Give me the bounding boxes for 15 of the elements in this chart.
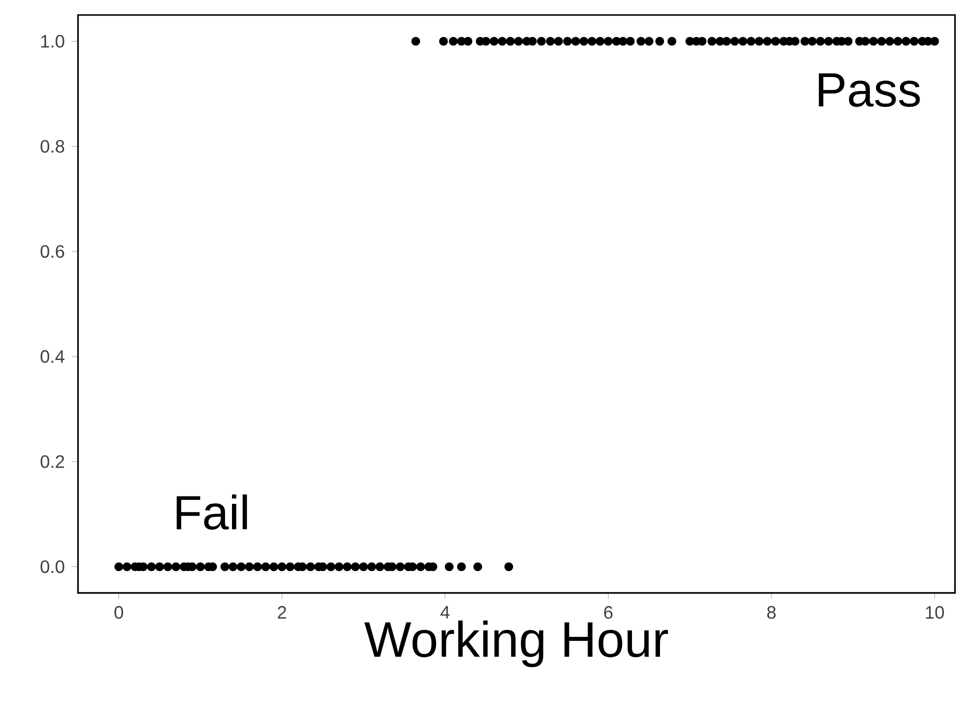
y-tick-label: 0.2 [40,455,64,468]
x-tick-label: 0 [114,606,124,619]
y-tick-label: 0.0 [40,560,64,574]
x-tick-label: 10 [926,606,944,619]
y-tick-label: 0.6 [40,245,64,258]
y-tick-label: 0.8 [40,140,64,153]
x-tick-label: 6 [604,606,612,619]
annotation: Pass [818,73,920,107]
y-tick-label: 0.4 [40,350,64,363]
x-tick-label: 8 [767,606,776,619]
y-tick-label: 1.0 [41,34,64,48]
x-tick-label: 4 [440,606,450,618]
x-axis-title: Working Hour [364,620,668,668]
annotation: Fail [176,494,247,530]
x-tick-label: 2 [278,606,286,619]
